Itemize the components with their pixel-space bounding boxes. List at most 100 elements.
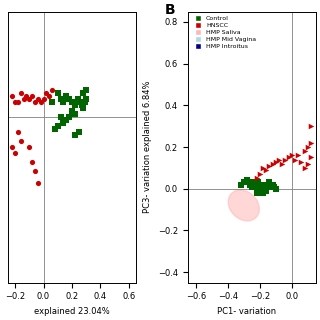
Point: [41, 96, 46, 101]
Point: [72, 111, 77, 116]
Point: [79, 102, 84, 108]
Point: [292, 157, 298, 162]
Point: [55, 124, 60, 129]
Point: [72, 102, 77, 108]
Point: [82, 99, 87, 104]
Point: [296, 153, 301, 158]
Point: [286, 155, 291, 160]
Point: [260, 190, 266, 196]
Point: [257, 188, 262, 193]
Point: [78, 99, 83, 104]
Point: [302, 165, 307, 171]
Point: [270, 161, 275, 166]
Point: [272, 184, 277, 189]
Point: [283, 157, 288, 162]
Point: [64, 117, 69, 123]
Point: [38, 99, 43, 104]
Point: [55, 90, 60, 95]
Point: [44, 90, 49, 95]
Point: [244, 178, 250, 183]
Point: [305, 161, 310, 166]
Point: [308, 155, 314, 160]
Point: [69, 108, 75, 114]
Point: [61, 120, 66, 125]
Point: [15, 130, 20, 135]
Point: [280, 161, 285, 166]
Point: [84, 96, 89, 101]
Point: [308, 140, 314, 146]
Point: [264, 184, 269, 189]
Point: [84, 87, 89, 92]
X-axis label: PC1- variation  : PC1- variation: [217, 307, 287, 316]
Point: [29, 93, 35, 99]
Point: [47, 93, 52, 99]
Point: [27, 145, 32, 150]
Point: [35, 180, 40, 186]
Point: [273, 186, 278, 191]
Point: [249, 184, 254, 189]
Point: [251, 180, 256, 185]
Point: [267, 163, 272, 168]
Point: [58, 96, 63, 101]
Point: [10, 93, 15, 99]
Point: [264, 188, 269, 193]
Point: [252, 182, 258, 187]
Point: [248, 182, 253, 187]
Point: [64, 93, 69, 99]
Point: [32, 169, 37, 174]
Point: [50, 87, 55, 92]
Point: [259, 184, 264, 189]
Ellipse shape: [228, 190, 259, 221]
Point: [305, 145, 310, 150]
Point: [254, 176, 259, 181]
Point: [18, 139, 23, 144]
Point: [256, 180, 261, 185]
Point: [18, 90, 23, 95]
Point: [265, 182, 270, 187]
Point: [273, 159, 278, 164]
Point: [254, 190, 259, 196]
Point: [299, 159, 304, 164]
Point: [289, 153, 294, 158]
Point: [35, 96, 40, 101]
Point: [302, 149, 307, 154]
Point: [58, 114, 63, 119]
Point: [21, 96, 26, 101]
Y-axis label: PC3- variation explained 6.84%: PC3- variation explained 6.84%: [143, 81, 152, 213]
Point: [29, 160, 35, 165]
Point: [12, 99, 18, 104]
Point: [67, 96, 72, 101]
Point: [75, 96, 80, 101]
Point: [50, 99, 55, 104]
Point: [81, 105, 86, 110]
Point: [257, 182, 262, 187]
Point: [10, 145, 15, 150]
Point: [260, 182, 266, 187]
Point: [267, 180, 272, 185]
Point: [264, 167, 269, 172]
Point: [32, 99, 37, 104]
Point: [241, 180, 246, 185]
Legend: Control, HNSCC, HMP Saliva, HMP Mid Vagina, HMP Introitus: Control, HNSCC, HMP Saliva, HMP Mid Vagi…: [191, 15, 257, 50]
Point: [67, 114, 72, 119]
Point: [24, 93, 29, 99]
Point: [61, 99, 66, 104]
Point: [72, 132, 77, 138]
Point: [69, 99, 75, 104]
Point: [81, 90, 86, 95]
Point: [308, 124, 314, 129]
Point: [260, 165, 266, 171]
Point: [76, 130, 82, 135]
Point: [254, 184, 259, 189]
Point: [15, 99, 20, 104]
Point: [268, 184, 274, 189]
Point: [52, 126, 58, 132]
Point: [270, 182, 275, 187]
Point: [257, 172, 262, 177]
Point: [262, 186, 267, 191]
Point: [12, 150, 18, 156]
X-axis label: explained 23.04%: explained 23.04%: [34, 307, 110, 316]
Point: [27, 96, 32, 101]
Text: B: B: [165, 4, 175, 17]
Point: [238, 182, 243, 187]
